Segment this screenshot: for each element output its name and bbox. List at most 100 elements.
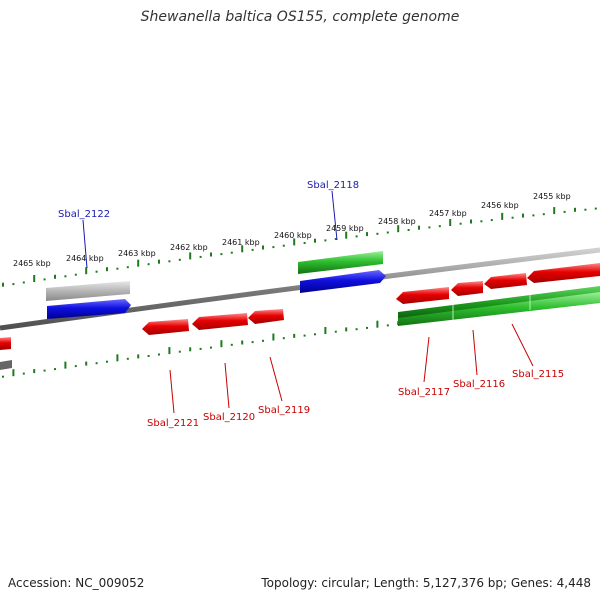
tick-mark xyxy=(189,252,192,260)
tick-mark xyxy=(345,231,348,239)
tick-mark xyxy=(220,340,223,348)
tick-mark xyxy=(85,361,88,366)
tick-mark xyxy=(574,207,576,212)
tick-mark xyxy=(178,258,181,261)
leader-line-sbal-2119 xyxy=(269,356,283,402)
tick-mark xyxy=(178,350,181,353)
leader-line-sbal-2120 xyxy=(224,362,230,409)
tick-mark xyxy=(147,355,150,357)
tick-mark xyxy=(449,219,452,226)
tick-mark xyxy=(314,238,316,243)
tick-mark xyxy=(293,333,296,338)
gene-label-sbal-2120[interactable]: Sbal_2120 xyxy=(203,412,255,423)
leader-line-sbal-2116 xyxy=(472,329,478,376)
gene-sbal-2118-green[interactable] xyxy=(298,251,383,274)
map-title: Shewanella baltica OS155, complete genom… xyxy=(140,9,460,25)
tick-mark xyxy=(334,238,337,240)
tick-label: 2458 kbp xyxy=(378,217,416,226)
tick-mark xyxy=(522,213,524,218)
tick-mark xyxy=(33,369,36,374)
tick-mark xyxy=(158,353,160,356)
tick-mark xyxy=(54,274,56,279)
tick-mark xyxy=(43,369,46,372)
tick-mark xyxy=(106,267,108,272)
tick-mark xyxy=(106,360,108,363)
tick-mark xyxy=(126,266,129,269)
tick-mark xyxy=(22,372,25,375)
tick-mark xyxy=(272,246,275,249)
gene-sbal-2116[interactable] xyxy=(451,281,483,296)
gene-label-sbal-2117[interactable]: Sbal_2117 xyxy=(398,387,450,398)
tick-label: 2457 kbp xyxy=(429,209,467,218)
tick-mark xyxy=(366,326,368,329)
tick-mark xyxy=(314,333,316,336)
tick-mark xyxy=(262,339,264,342)
tick-mark xyxy=(542,213,545,216)
tick-mark xyxy=(241,340,244,345)
tick-mark xyxy=(74,365,77,368)
tick-mark xyxy=(210,252,212,257)
tick-label: 2465 kbp xyxy=(13,259,51,268)
gene-sbal-2122-gray[interactable] xyxy=(46,281,130,301)
tick-mark xyxy=(12,283,15,286)
tick-mark xyxy=(334,330,337,333)
gene-label-sbal-2121[interactable]: Sbal_2121 xyxy=(147,418,199,429)
tick-mark xyxy=(168,347,171,355)
gene-band-green-lower[interactable] xyxy=(398,292,600,326)
gene-sbal-2116-b[interactable] xyxy=(484,273,527,289)
tick-mark xyxy=(189,347,192,352)
tick-mark xyxy=(230,251,233,254)
gene-segment-left-red xyxy=(0,337,11,350)
tick-label: 2459 kbp xyxy=(326,224,364,233)
tick-mark xyxy=(22,281,25,284)
gene-sbal-2115[interactable] xyxy=(527,263,600,283)
leader-line-sbal-2122 xyxy=(82,219,88,269)
tick-mark xyxy=(241,245,244,253)
tick-mark xyxy=(324,239,327,242)
gene-label-sbal-2118[interactable]: Sbal_2118 xyxy=(307,180,359,191)
gene-sbal-2120[interactable] xyxy=(192,313,248,330)
tick-mark xyxy=(459,222,462,225)
leader-line-sbal-2117 xyxy=(423,336,430,383)
gene-label-sbal-2115[interactable]: Sbal_2115 xyxy=(512,369,564,380)
tick-mark xyxy=(563,210,566,213)
tick-mark xyxy=(95,270,98,273)
tick-mark xyxy=(282,244,285,247)
tick-mark xyxy=(303,242,306,244)
forward-tick-row xyxy=(2,207,597,287)
tick-mark xyxy=(199,347,202,350)
gene-sbal-2118[interactable] xyxy=(300,270,386,293)
gene-label-sbal-2116[interactable]: Sbal_2116 xyxy=(453,379,505,390)
tick-mark xyxy=(64,275,67,278)
tick-mark xyxy=(147,263,150,266)
tick-mark xyxy=(511,216,514,219)
tick-mark xyxy=(532,214,535,217)
tick-mark xyxy=(584,208,587,211)
tick-mark xyxy=(303,334,306,337)
tick-label: 2460 kbp xyxy=(274,231,312,240)
tick-mark xyxy=(366,232,368,237)
tick-mark xyxy=(345,327,348,332)
gene-sbal-2121[interactable] xyxy=(142,319,189,335)
tick-mark xyxy=(116,354,119,362)
tick-label: 2461 kbp xyxy=(222,238,260,247)
tick-mark xyxy=(376,232,379,235)
tick-mark xyxy=(407,229,410,231)
gene-label-sbal-2122[interactable]: Sbal_2122 xyxy=(58,209,110,220)
gene-segment-left-gray xyxy=(0,360,12,370)
gene-sbal-2122[interactable] xyxy=(47,299,131,319)
tick-mark xyxy=(220,253,223,256)
gene-label-sbal-2119[interactable]: Sbal_2119 xyxy=(258,405,310,416)
accession-text: Accession: NC_009052 xyxy=(8,576,145,590)
gene-sbal-2119[interactable] xyxy=(248,309,284,324)
tick-mark xyxy=(126,357,129,360)
tick-mark xyxy=(158,259,160,264)
tick-label: 2455 kbp xyxy=(533,192,571,201)
tick-mark xyxy=(480,220,483,223)
tick-mark xyxy=(54,368,56,371)
tick-mark xyxy=(355,328,358,331)
gene-sbal-2117[interactable] xyxy=(396,287,449,304)
leader-line-sbal-2115 xyxy=(511,323,534,367)
tick-mark xyxy=(230,343,233,346)
